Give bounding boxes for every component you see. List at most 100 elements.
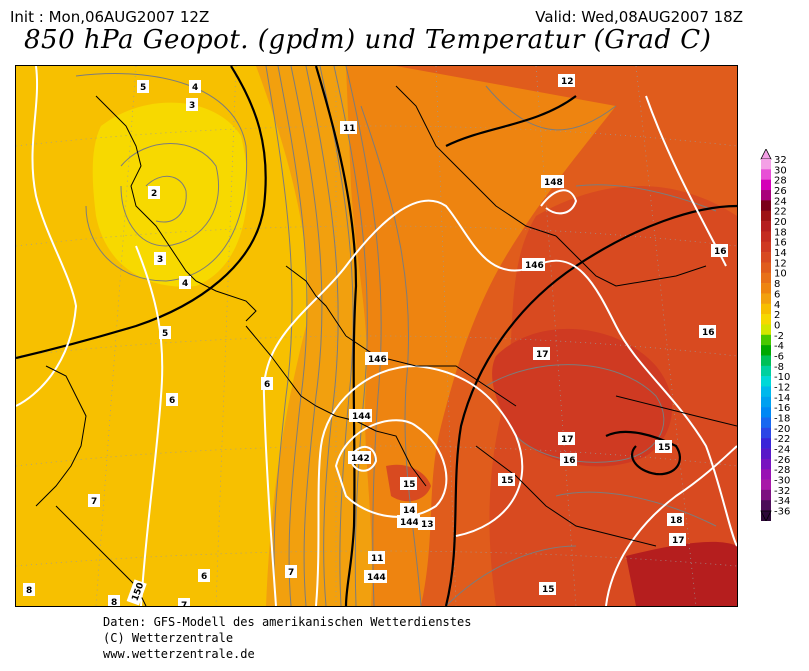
legend-arrow-bottom — [760, 510, 772, 521]
legend-swatch — [761, 200, 771, 211]
legend-swatch — [761, 190, 771, 201]
legend-label: 16 — [774, 238, 787, 249]
svg-text:144: 144 — [367, 573, 386, 583]
svg-text:16: 16 — [563, 456, 576, 466]
legend-label: 2 — [774, 310, 780, 321]
legend-label: 14 — [774, 248, 787, 259]
init-time: Init : Mon,06AUG2007 12Z — [10, 8, 210, 26]
legend-swatch — [761, 365, 771, 377]
svg-text:17: 17 — [536, 350, 549, 360]
label-17b: 17 — [558, 432, 575, 445]
label-144a: 144 — [349, 409, 372, 422]
label-17a: 17 — [533, 347, 550, 360]
legend-label: 32 — [774, 155, 787, 166]
label-3b: 3 — [154, 252, 166, 265]
svg-text:15: 15 — [501, 476, 514, 486]
svg-text:16: 16 — [702, 328, 715, 338]
label-146b: 146 — [365, 352, 388, 365]
legend-label: -12 — [774, 382, 790, 393]
label-16b: 16 — [699, 325, 716, 338]
legend-swatch — [761, 324, 771, 336]
svg-text:5: 5 — [140, 83, 146, 93]
bold-isotherms — [16, 66, 737, 606]
svg-text:11: 11 — [371, 554, 384, 564]
svg-text:7: 7 — [91, 497, 97, 507]
svg-text:15: 15 — [403, 480, 416, 490]
legend-swatches — [761, 159, 771, 521]
label-6c: 6 — [198, 569, 210, 582]
legend-label: -6 — [774, 351, 784, 362]
legend-label: -32 — [774, 486, 790, 497]
legend-swatch — [761, 386, 771, 398]
label-8b: 8 — [108, 595, 120, 606]
svg-text:6: 6 — [169, 396, 175, 406]
legend-label: -24 — [774, 445, 790, 456]
legend-swatch — [761, 438, 771, 449]
legend-label: -22 — [774, 434, 790, 445]
svg-text:144: 144 — [400, 518, 419, 528]
legend-label: -14 — [774, 393, 790, 404]
svg-text:5: 5 — [162, 329, 168, 339]
legend-swatch — [761, 262, 771, 274]
label-144c: 144 — [364, 570, 387, 583]
legend-swatch — [761, 272, 771, 284]
legend-swatch — [761, 489, 771, 501]
legend-label: -2 — [774, 331, 784, 342]
legend-label: 4 — [774, 300, 780, 311]
label-4a: 4 — [189, 80, 201, 93]
legend-swatch — [761, 293, 771, 305]
svg-text:3: 3 — [189, 101, 195, 111]
label-15b: 15 — [498, 473, 515, 486]
legend-swatch — [761, 283, 771, 294]
label-11a: 11 — [340, 121, 357, 134]
footer-link[interactable]: www.wetterzentrale.de — [103, 647, 255, 661]
label-7c: 7 — [178, 598, 190, 606]
legend-label: 8 — [774, 279, 780, 290]
svg-text:18: 18 — [670, 516, 683, 526]
svg-text:4: 4 — [192, 83, 198, 93]
label-7a: 7 — [88, 494, 100, 507]
contour-labels: 5 4 3 2 3 4 5 6 6 7 7 6 7 8 8 11 12 148 … — [23, 74, 728, 606]
legend-swatch — [761, 231, 771, 243]
svg-text:148: 148 — [544, 178, 563, 188]
legend-swatch — [761, 179, 771, 191]
legend-label: 24 — [774, 196, 787, 207]
svg-text:15: 15 — [658, 443, 671, 453]
svg-text:144: 144 — [352, 412, 371, 422]
svg-text:7: 7 — [181, 601, 187, 606]
svg-text:3: 3 — [157, 255, 163, 265]
svg-text:4: 4 — [182, 279, 188, 289]
legend-label: 6 — [774, 289, 780, 300]
svg-text:13: 13 — [421, 520, 434, 530]
legend-label: -4 — [774, 341, 784, 352]
svg-text:8: 8 — [111, 598, 117, 606]
svg-text:17: 17 — [561, 435, 574, 445]
label-15c: 15 — [400, 477, 417, 490]
legend-label: 28 — [774, 176, 787, 187]
label-4b: 4 — [179, 276, 191, 289]
temp-band-deep-red — [626, 541, 737, 606]
legend-swatch — [761, 314, 771, 325]
label-144b: 144 — [397, 515, 420, 528]
chart-title: 850 hPa Geopot. (gpdm) und Temperatur (G… — [24, 25, 712, 55]
legend-swatch — [761, 241, 771, 253]
legend-label: -8 — [774, 362, 784, 373]
legend-label: 20 — [774, 217, 787, 228]
legend-label: -20 — [774, 424, 790, 435]
label-16a: 16 — [711, 244, 728, 257]
legend-labels: 32302826242220181614121086420-2-4-6-8-10… — [774, 155, 790, 518]
legend-swatch — [761, 345, 771, 356]
label-15d: 15 — [539, 582, 556, 595]
legend-swatch — [761, 376, 771, 387]
legend-swatch — [761, 479, 771, 491]
label-15a: 15 — [655, 440, 672, 453]
legend-swatch — [761, 469, 771, 480]
svg-text:2: 2 — [151, 189, 157, 199]
label-6b: 6 — [166, 393, 178, 406]
legend-swatch — [761, 334, 771, 346]
svg-text:146: 146 — [525, 261, 544, 271]
svg-text:8: 8 — [26, 586, 32, 596]
legend-swatch — [761, 396, 771, 408]
valid-time: Valid: Wed,08AUG2007 18Z — [535, 8, 743, 26]
svg-text:14: 14 — [403, 506, 416, 516]
